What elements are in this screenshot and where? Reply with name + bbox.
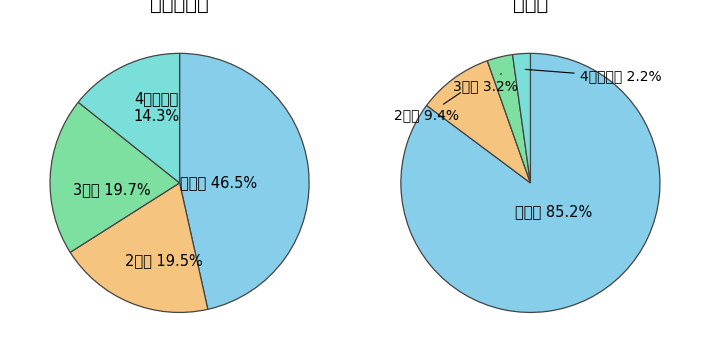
Title: 来日外国人: 来日外国人 <box>151 0 209 14</box>
Wedge shape <box>427 61 530 183</box>
Wedge shape <box>70 183 208 312</box>
Wedge shape <box>180 53 309 309</box>
Wedge shape <box>78 53 180 183</box>
Wedge shape <box>487 54 530 183</box>
Text: 単独犯 85.2%: 単独犯 85.2% <box>515 204 592 219</box>
Text: 3人組 19.7%: 3人組 19.7% <box>73 182 151 197</box>
Text: 4人組以上 2.2%: 4人組以上 2.2% <box>525 69 661 84</box>
Text: 3人組 3.2%: 3人組 3.2% <box>452 74 518 93</box>
Wedge shape <box>513 53 530 183</box>
Text: 単独犯 46.5%: 単独犯 46.5% <box>180 176 257 191</box>
Title: 日本人: 日本人 <box>513 0 548 14</box>
Text: 2人組 9.4%: 2人組 9.4% <box>394 92 461 122</box>
Text: 4人組以上
14.3%: 4人組以上 14.3% <box>133 91 180 124</box>
Wedge shape <box>401 53 660 312</box>
Text: 2人組 19.5%: 2人組 19.5% <box>125 253 203 268</box>
Wedge shape <box>50 102 180 252</box>
